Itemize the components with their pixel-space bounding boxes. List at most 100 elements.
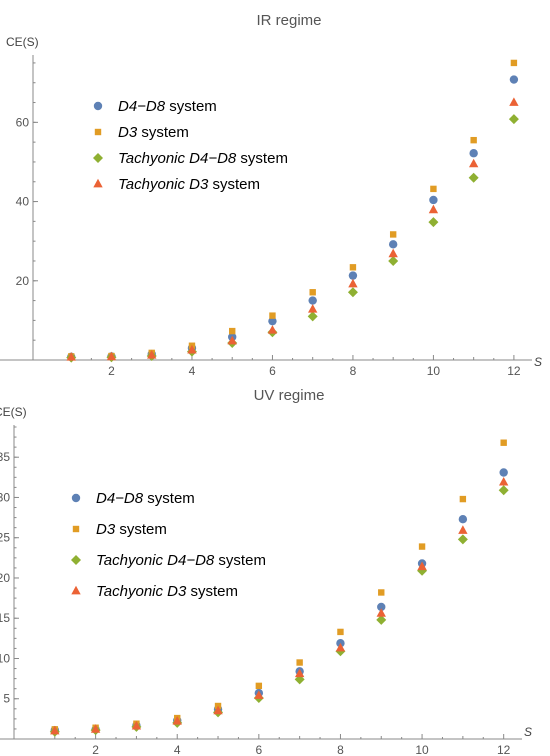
uv-x-tick-label: 10 xyxy=(415,743,429,756)
ir-point-tachyonic-d3-system xyxy=(66,352,76,361)
uv-point-d4-d8-system xyxy=(377,602,386,612)
uv-point-tachyonic-d3-system xyxy=(50,725,60,735)
uv-point-tachyonic-d3-system xyxy=(172,716,182,725)
uv-x-tick-label: 2 xyxy=(92,743,99,756)
uv-y-axis-label: CE(S) xyxy=(0,405,27,419)
ir-point-d3-system xyxy=(430,185,437,193)
ir-x-tick-label: 4 xyxy=(189,364,196,378)
ir-legend-label-d4-d8-system: D4−D8 system xyxy=(118,98,217,115)
ir-legend-label-d3-system: D3 system xyxy=(118,124,189,141)
uv-legend-marker-tachyonic-d3-system xyxy=(71,585,81,595)
uv-y-tick-label: 15 xyxy=(0,611,10,625)
ir-point-d3-system xyxy=(510,59,518,67)
ir-y-tick-label: 60 xyxy=(16,115,30,129)
uv-y-tick-label: 35 xyxy=(0,450,10,464)
uv-x-axis-label: S xyxy=(524,725,532,739)
ir-point-tachyonic-d3-system xyxy=(468,158,479,168)
uv-point-tachyonic-d4-d8-system xyxy=(457,534,468,545)
uv-point-tachyonic-d3-system xyxy=(335,642,346,652)
ir-regime-panel: IR regime CE(S) S 2 4 6 8 10 12 20 40 60 D4−D8 sy… xyxy=(0,12,542,378)
ir-point-d4-d8-system xyxy=(509,75,519,84)
ir-point-tachyonic-d4-d8-system xyxy=(508,114,519,125)
ir-point-tachyonic-d3-system xyxy=(308,304,318,313)
uv-y-tick-label: 20 xyxy=(0,571,10,585)
uv-legend-label-d3-system: D3 system xyxy=(96,521,167,538)
ir-point-tachyonic-d3-system xyxy=(509,97,519,106)
uv-regime-panel: UV regime CE(S) S 2 4 6 8 10 12 5 10 15 20 25 30 35 D… xyxy=(0,387,532,756)
uv-x-tick-label: 8 xyxy=(337,743,344,756)
ir-point-tachyonic-d3-system xyxy=(187,344,197,354)
ir-point-d3-system xyxy=(470,136,477,144)
uv-point-d3-system xyxy=(500,439,507,446)
ir-y-tick-label: 40 xyxy=(16,195,30,209)
ir-x-tick-label: 8 xyxy=(350,364,357,378)
ir-point-d3-system xyxy=(349,264,357,271)
uv-point-tachyonic-d3-system xyxy=(294,668,305,678)
uv-point-d3-system xyxy=(337,628,344,636)
uv-legend-label-tachyonic-d3-system: Tachyonic D3 system xyxy=(96,583,238,600)
uv-point-tachyonic-d3-system xyxy=(498,476,509,486)
ir-point-tachyonic-d3-system xyxy=(428,204,439,214)
ir-x-tick-label: 12 xyxy=(507,364,521,378)
ir-point-d3-system xyxy=(269,312,276,319)
uv-legend-marker-tachyonic-d4-d8-system xyxy=(71,555,81,565)
ir-x-tick-label: 10 xyxy=(427,364,441,378)
uv-point-d3-system xyxy=(296,659,303,666)
ir-legend-marker-tachyonic-d4-d8-system xyxy=(93,153,103,163)
ir-point-tachyonic-d4-d8-system xyxy=(468,172,479,183)
ir-legend-marker-d4-d8-system xyxy=(93,101,103,111)
ir-point-d4-d8-system xyxy=(348,271,358,280)
ir-point-d3-system xyxy=(389,231,397,238)
ir-point-tachyonic-d3-system xyxy=(227,335,237,345)
uv-point-d3-system xyxy=(459,495,467,503)
uv-point-d4-d8-system xyxy=(458,515,468,524)
ir-point-d4-d8-system xyxy=(308,296,317,305)
uv-x-tick-label: 12 xyxy=(497,743,511,756)
uv-point-d3-system xyxy=(418,543,426,550)
ir-point-tachyonic-d3-system xyxy=(147,350,157,359)
ir-x-axis-label: S xyxy=(534,355,542,369)
uv-y-tick-label: 5 xyxy=(3,692,10,706)
ir-point-d4-d8-system xyxy=(388,240,398,249)
ir-point-tachyonic-d3-system xyxy=(388,248,398,258)
uv-point-tachyonic-d3-system xyxy=(131,720,142,730)
ir-chart-title: IR regime xyxy=(256,12,321,29)
uv-point-tachyonic-d3-system xyxy=(213,705,223,715)
ir-point-d3-system xyxy=(229,327,236,335)
ir-legend-label-tachyonic-d3-system: Tachyonic D3 system xyxy=(118,176,260,193)
uv-y-tick-label: 10 xyxy=(0,651,10,665)
uv-point-tachyonic-d4-d8-system xyxy=(498,485,509,496)
ir-point-tachyonic-d4-d8-system xyxy=(428,217,439,228)
uv-point-tachyonic-d4-d8-system xyxy=(376,614,387,625)
uv-x-tick-label: 6 xyxy=(255,743,262,756)
ir-point-tachyonic-d3-system xyxy=(267,325,278,334)
ir-y-axis-label: CE(S) xyxy=(6,35,39,49)
ir-point-tachyonic-d4-d8-system xyxy=(388,255,399,266)
uv-plot-area: 2 4 6 8 10 12 5 10 15 20 25 30 35 D4−D8 system D3 syst… xyxy=(0,425,522,756)
ir-point-d4-d8-system xyxy=(469,149,478,158)
ir-point-d4-d8-system xyxy=(268,316,277,326)
ir-x-tick-label: 6 xyxy=(269,364,276,378)
uv-point-d3-system xyxy=(255,682,263,690)
ir-point-tachyonic-d3-system xyxy=(106,351,117,361)
uv-legend-marker-d4-d8-system xyxy=(71,493,81,503)
ir-y-tick-label: 20 xyxy=(16,274,30,288)
ir-legend-label-tachyonic-d4-d8-system: Tachyonic D4−D8 system xyxy=(118,150,288,167)
uv-point-tachyonic-d3-system xyxy=(254,690,264,699)
uv-legend-label-d4-d8-system: D4−D8 system xyxy=(96,490,195,507)
ir-x-tick-label: 2 xyxy=(108,364,115,378)
uv-point-d4-d8-system xyxy=(499,468,508,477)
uv-point-tachyonic-d3-system xyxy=(376,608,386,617)
ir-point-tachyonic-d4-d8-system xyxy=(347,287,358,298)
uv-point-tachyonic-d3-system xyxy=(417,561,427,571)
ir-plot-area: 2 4 6 8 10 12 20 40 60 D4−D8 system D3 system Tachy… xyxy=(0,55,532,378)
ir-point-tachyonic-d3-system xyxy=(348,278,358,288)
uv-legend-label-tachyonic-d4-d8-system: Tachyonic D4−D8 system xyxy=(96,552,266,569)
uv-chart-title: UV regime xyxy=(254,387,325,404)
uv-y-tick-label: 25 xyxy=(0,531,10,545)
uv-x-tick-label: 4 xyxy=(174,743,181,756)
uv-point-d3-system xyxy=(378,589,385,596)
uv-point-tachyonic-d3-system xyxy=(90,724,101,733)
ir-point-d3-system xyxy=(309,289,316,296)
